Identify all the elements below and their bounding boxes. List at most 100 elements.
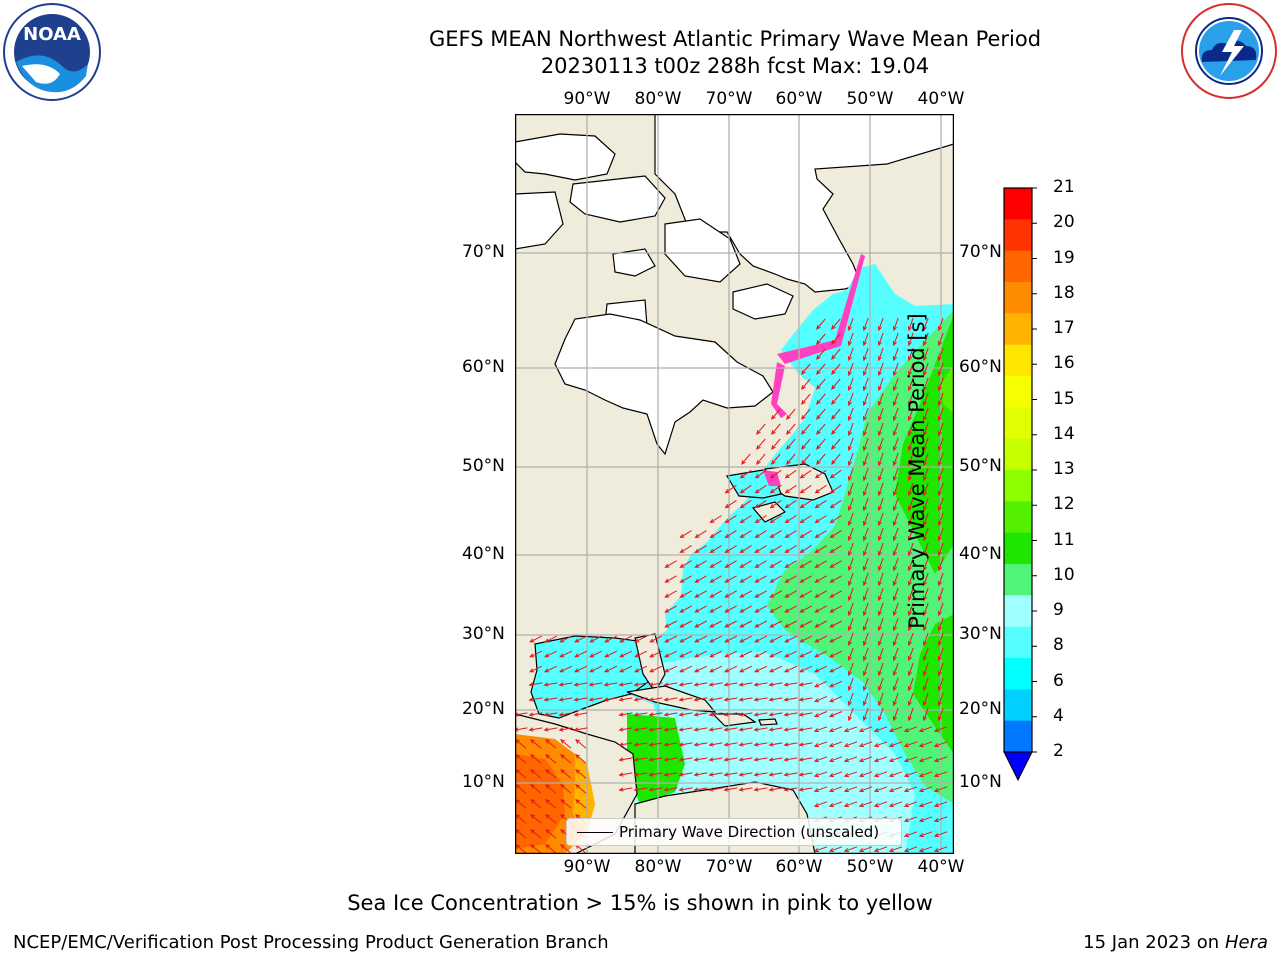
wave-arrow: [634, 727, 648, 731]
wave-arrow: [634, 650, 648, 658]
wave-arrow-head: [873, 773, 879, 778]
wave-arrow-head: [769, 638, 775, 643]
wave-arrow-head: [858, 773, 864, 778]
wave-arrow-head: [633, 712, 639, 717]
wave-arrow-head: [664, 638, 670, 643]
wave-arrow-head: [903, 743, 909, 748]
wave-arrow-head: [664, 608, 670, 613]
wave-arrow-head: [618, 757, 624, 762]
wave-arrow: [814, 680, 828, 688]
wave-arrow-head: [801, 399, 806, 405]
wave-arrow-head: [847, 626, 852, 632]
wave-arrow: [725, 590, 737, 598]
wave-arrow-head: [907, 611, 912, 617]
wave-arrow: [814, 741, 828, 747]
wave-arrow: [814, 695, 828, 703]
wave-arrow: [575, 769, 587, 779]
wave-arrow: [831, 408, 841, 420]
wave-arrow-head: [754, 503, 760, 509]
wave-arrow-head: [892, 356, 897, 362]
wave-arrow: [755, 590, 767, 598]
wave-arrow-head: [814, 653, 820, 658]
wave-arrow-head: [753, 682, 759, 687]
wave-arrow-head: [575, 814, 581, 819]
wave-arrow-head: [739, 638, 745, 643]
wave-arrow-head: [907, 461, 912, 467]
wave-arrow-head: [922, 686, 927, 692]
wave-arrow-head: [604, 653, 610, 658]
wave-arrow-head: [530, 754, 536, 759]
wave-arrow-head: [813, 773, 819, 778]
wave-arrow-head: [877, 446, 882, 452]
wave-arrow: [863, 572, 869, 586]
wave-arrow-head: [708, 727, 714, 732]
wave-arrow: [545, 814, 557, 824]
wave-arrow: [740, 545, 752, 553]
wave-arrow: [785, 469, 797, 479]
wave-arrow-head: [937, 491, 942, 497]
wave-arrow: [619, 697, 633, 701]
wave-arrow: [848, 707, 854, 721]
wave-arrow: [680, 530, 692, 538]
wave-arrow-head: [937, 341, 942, 347]
wave-arrow-head: [739, 623, 745, 628]
wave-arrow-head: [784, 608, 790, 613]
wave-arrow-head: [877, 596, 882, 602]
pacific-yellow: [573, 754, 595, 834]
wave-arrow-head: [816, 339, 821, 345]
wave-arrow-head: [798, 697, 804, 702]
wave-arrow: [848, 527, 854, 541]
wave-arrow-head: [816, 459, 821, 465]
wave-arrow: [934, 831, 948, 837]
wave-arrow: [740, 469, 752, 479]
wave-arrow-head: [528, 712, 534, 717]
wave-arrow: [679, 757, 693, 761]
wave-arrow-head: [724, 548, 730, 554]
wave-arrow: [923, 572, 929, 586]
wave-arrow-head: [783, 682, 789, 687]
wave-arrow: [878, 662, 884, 676]
arctic-island: [664, 218, 741, 283]
wave-arrow: [893, 527, 899, 541]
wave-arrow: [679, 620, 693, 628]
wave-arrow-head: [814, 608, 820, 613]
wave-arrow: [863, 692, 869, 706]
wave-arrow-head: [933, 788, 939, 793]
wave-arrow-head: [862, 596, 867, 602]
wave-arrow: [649, 712, 663, 716]
wave-arrow-head: [515, 727, 519, 732]
wave-arrow: [515, 829, 527, 839]
wave-arrow: [904, 726, 918, 732]
wave-arrow: [908, 587, 914, 601]
wave-arrow: [694, 650, 708, 658]
wave-arrow: [829, 695, 843, 703]
wave-arrow: [800, 530, 812, 538]
wave-arrow: [878, 452, 884, 466]
wave-arrow: [848, 482, 854, 496]
wave-arrow-head: [798, 682, 804, 687]
wave-arrow: [831, 378, 841, 390]
wave-arrow: [725, 545, 737, 553]
wave-arrow-head: [907, 551, 912, 557]
wave-arrow-head: [678, 697, 684, 702]
wave-arrow-head: [888, 848, 894, 853]
wave-arrow-head: [618, 697, 624, 702]
wave-arrow: [604, 697, 618, 701]
wave-arrow: [919, 846, 933, 852]
wave-arrow-head: [574, 668, 580, 673]
wave-arrow: [515, 799, 527, 809]
wave-arrow: [848, 647, 854, 661]
wave-arrow: [938, 662, 944, 676]
wave-arrow: [604, 682, 618, 686]
wave-arrow-head: [739, 578, 745, 583]
lat-label-left-30n: 30°N: [462, 624, 505, 644]
wave-arrow: [859, 801, 873, 807]
wave-arrow: [800, 469, 812, 479]
wave-arrow: [785, 484, 797, 494]
period-region-10s: [767, 310, 954, 804]
wave-arrow-head: [828, 728, 834, 733]
wave-arrow-head: [829, 623, 835, 628]
wave-arrow-head: [754, 593, 760, 598]
wave-arrow: [710, 575, 722, 583]
wave-arrow: [814, 650, 828, 658]
